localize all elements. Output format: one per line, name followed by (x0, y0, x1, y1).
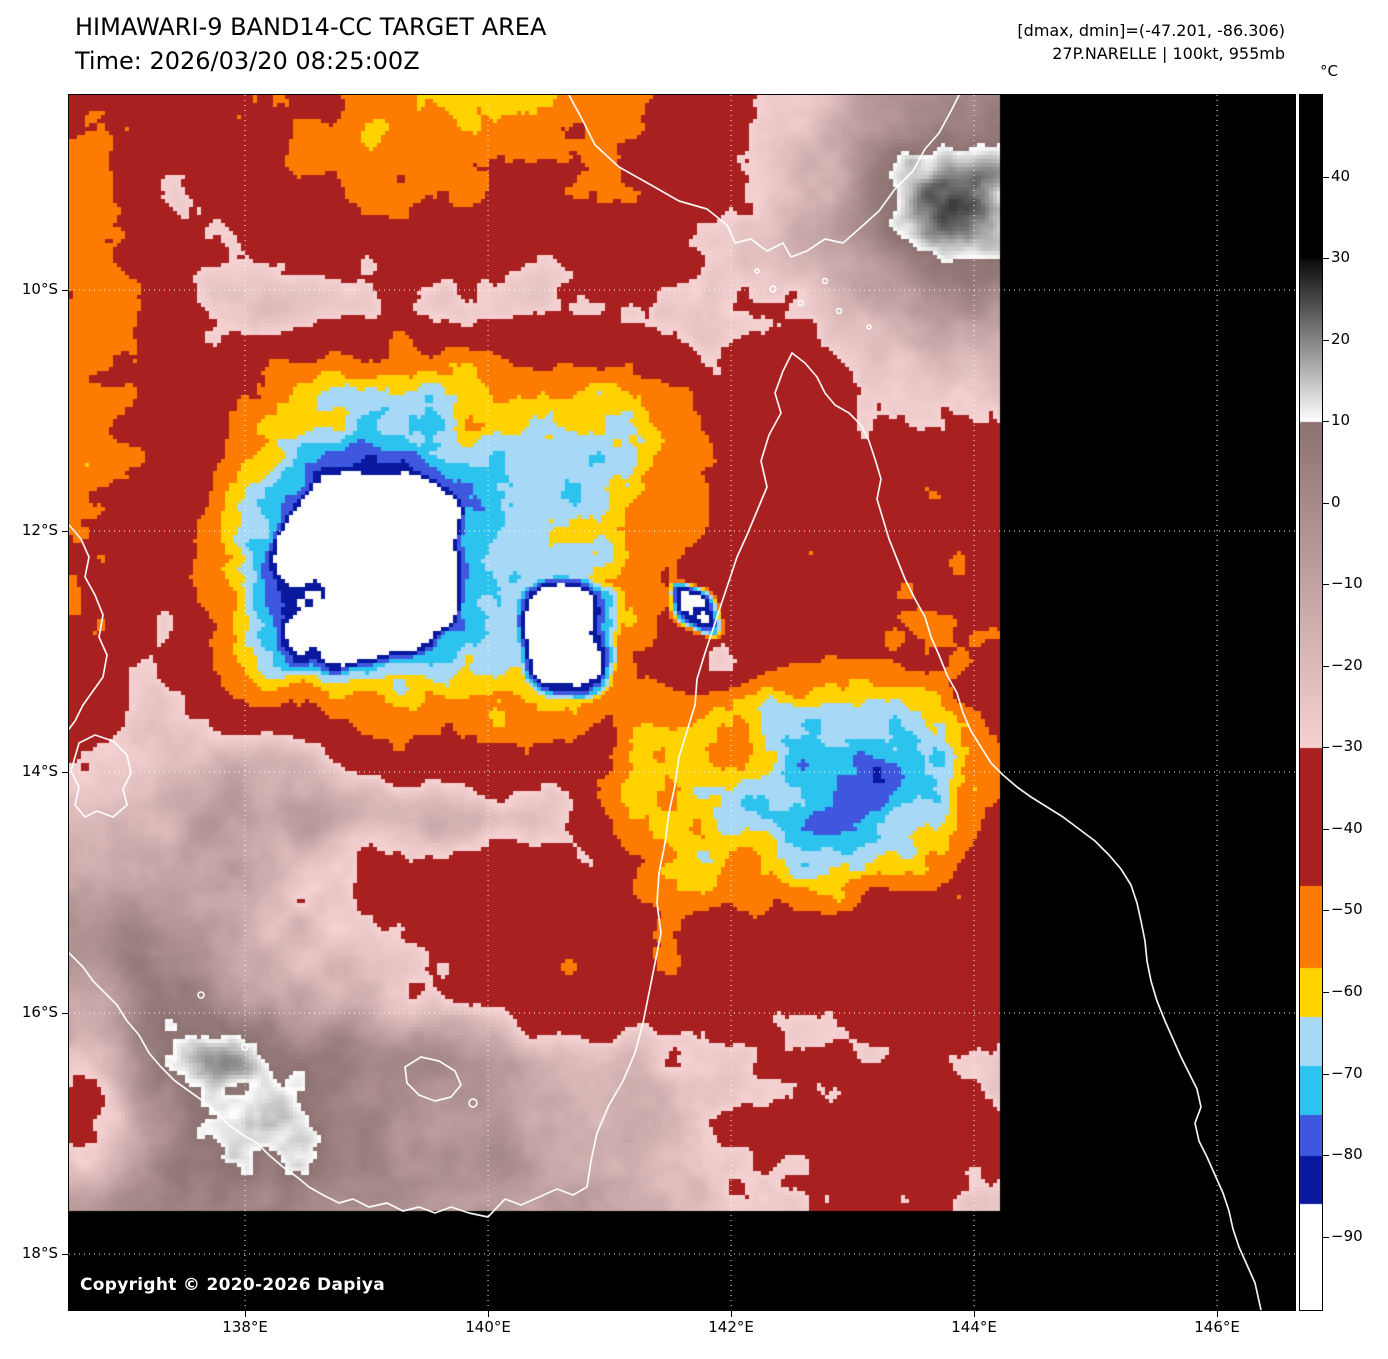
colorbar-tick-label: −30 (1331, 737, 1363, 756)
colorbar-tick-mark (1323, 910, 1329, 912)
lon-tick-mark (731, 1310, 733, 1317)
coastline (69, 352, 793, 1218)
lon-tick-label: 144°E (951, 1318, 997, 1336)
map-area: Copyright © 2020-2026 Dapiya (68, 94, 1296, 1311)
colorbar-tick-mark (1323, 258, 1329, 260)
island-outline (797, 299, 805, 307)
colorbar-tick-mark (1323, 339, 1329, 341)
lat-tick-mark (62, 530, 69, 532)
colorbar-tick-label: −80 (1331, 1145, 1363, 1164)
colorbar-tick-label: −70 (1331, 1063, 1363, 1082)
dmax-dmin-readout: [dmax, dmin]=(-47.201, -86.306) (1017, 21, 1285, 40)
lat-tick-mark (62, 1253, 69, 1255)
colorbar-tick-label: 20 (1331, 329, 1351, 348)
lon-tick-label: 138°E (222, 1318, 268, 1336)
lon-tick-label: 146°E (1194, 1318, 1240, 1336)
colorbar-tick-label: 10 (1331, 411, 1351, 430)
island-outline (468, 1098, 478, 1108)
copyright-watermark: Copyright © 2020-2026 Dapiya (80, 1275, 385, 1295)
lat-tick-mark (62, 771, 69, 773)
lat-tick-label: 16°S (21, 1002, 58, 1021)
coastline (568, 95, 960, 258)
colorbar-tick-label: −20 (1331, 655, 1363, 674)
colorbar-tick-mark (1323, 665, 1329, 667)
island-outline (769, 285, 777, 293)
lat-tick-label: 18°S (21, 1243, 58, 1262)
lat-tick-label: 10°S (21, 279, 58, 298)
colorbar-tick-mark (1323, 991, 1329, 993)
colorbar-unit-label: °C (1320, 62, 1338, 80)
colorbar (1299, 94, 1323, 1311)
lat-tick-mark (62, 1012, 69, 1014)
coastline (70, 734, 132, 818)
coastline (69, 524, 108, 730)
lon-tick-label: 142°E (708, 1318, 754, 1336)
colorbar-tick-label: −40 (1331, 818, 1363, 837)
plot-timestamp: Time: 2026/03/20 08:25:00Z (75, 47, 420, 75)
colorbar-tick-mark (1323, 1236, 1329, 1238)
colorbar-tick-label: 30 (1331, 248, 1351, 267)
lon-tick-mark (488, 1310, 490, 1317)
island-outline (835, 307, 843, 315)
storm-info: 27P.NARELLE | 100kt, 955mb (1052, 44, 1285, 63)
island-outline (866, 324, 872, 330)
island-outline (197, 991, 205, 999)
island-outline (241, 1043, 249, 1051)
plot-title: HIMAWARI-9 BAND14-CC TARGET AREA (75, 13, 547, 41)
lon-tick-mark (1217, 1310, 1219, 1317)
lon-tick-label: 140°E (465, 1318, 511, 1336)
lon-tick-mark (245, 1310, 247, 1317)
lat-tick-label: 14°S (21, 761, 58, 780)
lat-tick-label: 12°S (21, 520, 58, 539)
map-overlay (69, 95, 1295, 1310)
coastline (404, 1056, 462, 1102)
lon-tick-mark (974, 1310, 976, 1317)
colorbar-tick-mark (1323, 502, 1329, 504)
colorbar-tick-mark (1323, 1155, 1329, 1157)
colorbar-tick-mark (1323, 1073, 1329, 1075)
colorbar-tick-label: −50 (1331, 900, 1363, 919)
colorbar-tick-label: −60 (1331, 981, 1363, 1000)
colorbar-tick-mark (1323, 421, 1329, 423)
colorbar-tick-label: 40 (1331, 166, 1351, 185)
colorbar-tick-label: −90 (1331, 1226, 1363, 1245)
colorbar-tick-mark (1323, 828, 1329, 830)
colorbar-tick-label: 0 (1331, 492, 1341, 511)
colorbar-tick-mark (1323, 176, 1329, 178)
island-outline (754, 268, 760, 274)
lat-tick-mark (62, 289, 69, 291)
island-outline (821, 277, 829, 285)
colorbar-tick-mark (1323, 747, 1329, 749)
coastline (791, 352, 1262, 1310)
colorbar-tick-mark (1323, 584, 1329, 586)
colorbar-tick-label: −10 (1331, 574, 1363, 593)
satellite-imagery (69, 95, 1295, 1310)
